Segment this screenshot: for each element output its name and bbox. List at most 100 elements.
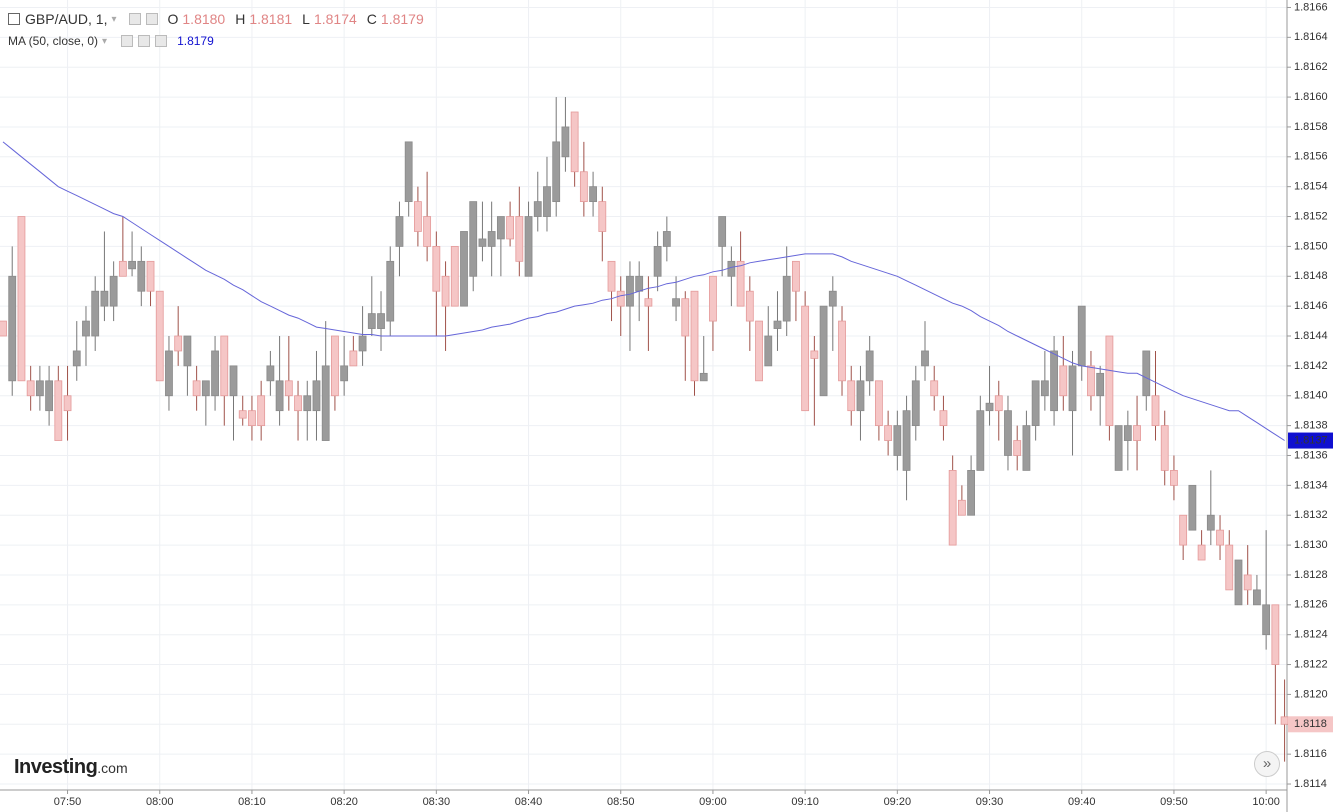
candle [1114, 425, 1123, 471]
candle-body [460, 231, 468, 307]
settings-icon[interactable] [128, 13, 141, 25]
candle-body [1059, 365, 1068, 397]
candle-body [672, 298, 680, 307]
ohlc-label: L [302, 11, 310, 27]
candle [358, 306, 367, 366]
candle-body [1179, 514, 1188, 546]
candle [1160, 410, 1169, 486]
x-tick-label: 09:20 [884, 796, 912, 808]
candle [653, 231, 662, 292]
candle [561, 97, 570, 172]
candle-body [764, 335, 773, 367]
ma-value: 1.8179 [177, 34, 214, 48]
ma-legend: MA (50, close, 0) ▾ 1.8179 [8, 34, 214, 48]
gear-icon[interactable] [145, 13, 158, 25]
candle-body [91, 290, 100, 337]
candle [533, 171, 542, 232]
candle [128, 231, 136, 277]
candle-body [598, 201, 607, 232]
candle-body [146, 260, 155, 292]
candle-body [1197, 544, 1206, 561]
ohlc-value: 1.8180 [182, 11, 226, 27]
candle-body [377, 313, 385, 329]
candle [386, 246, 395, 337]
candle [275, 336, 284, 426]
candle-body [976, 410, 985, 471]
candle-body [552, 141, 561, 203]
candle-body [939, 410, 948, 427]
candle-body [413, 201, 422, 232]
candle-body [1234, 559, 1243, 606]
candle [902, 395, 911, 501]
candle-body [487, 231, 496, 247]
candle-body [1068, 365, 1077, 412]
y-tick-label: 1.8150 [1294, 240, 1328, 252]
gear-icon[interactable] [138, 35, 151, 47]
y-tick-label: 1.8134 [1294, 479, 1328, 491]
candle-body [54, 380, 63, 441]
candle [939, 395, 948, 441]
candle-body [358, 335, 367, 352]
y-tick-label: 1.8148 [1294, 270, 1328, 282]
candle [930, 365, 939, 411]
candle-body [865, 350, 874, 382]
candle [478, 201, 487, 262]
candle [174, 306, 183, 366]
candle-body [257, 395, 266, 427]
x-tick-label: 09:50 [1160, 796, 1188, 808]
candle-body [1188, 484, 1197, 531]
candle [17, 216, 26, 382]
candle-body [579, 171, 588, 203]
candle [137, 246, 146, 307]
candle-body [72, 350, 81, 367]
dropdown-icon[interactable]: ▾ [102, 35, 108, 47]
candle-body [533, 201, 542, 217]
dropdown-icon[interactable]: ▾ [111, 13, 117, 25]
candle [1031, 380, 1040, 441]
x-tick-label: 08:20 [330, 796, 358, 808]
candle [911, 365, 920, 441]
scroll-button[interactable]: » [1254, 751, 1280, 777]
candle [709, 275, 717, 351]
candle [1243, 545, 1252, 605]
candle [856, 365, 865, 441]
candle [423, 171, 432, 262]
logo-suffix: .com [97, 760, 128, 776]
candle-body [644, 298, 653, 307]
candle [736, 231, 745, 307]
candle [1105, 335, 1114, 441]
candle-body [828, 290, 837, 307]
candle [976, 395, 985, 471]
candle [865, 336, 874, 396]
candle-body [838, 320, 846, 382]
candle [773, 291, 782, 351]
candle [377, 291, 385, 351]
candle [367, 276, 376, 337]
candle [672, 276, 680, 322]
candle-body [367, 313, 376, 329]
candle-body [616, 290, 625, 307]
candle-body [1050, 350, 1058, 412]
candle [745, 276, 754, 351]
candle [155, 290, 164, 382]
settings-icon[interactable] [121, 35, 134, 47]
candle [303, 380, 312, 441]
candle-body [8, 275, 17, 382]
close-icon[interactable] [155, 35, 168, 47]
candle-body [506, 216, 515, 240]
candle-body [1013, 440, 1022, 456]
candle-body [893, 425, 902, 456]
candle [1068, 350, 1077, 456]
candle [118, 216, 127, 277]
candle [496, 216, 505, 277]
candle-body [284, 380, 293, 397]
collapse-icon[interactable] [8, 13, 20, 25]
candle [718, 216, 727, 277]
candle-body [321, 365, 330, 441]
candle [109, 261, 118, 322]
candle [321, 321, 330, 441]
candle-body [801, 305, 810, 412]
ma-last-label: 1.8137 [1294, 434, 1328, 446]
ohlc-value: 1.8174 [313, 11, 357, 27]
y-tick-label: 1.8158 [1294, 121, 1328, 133]
